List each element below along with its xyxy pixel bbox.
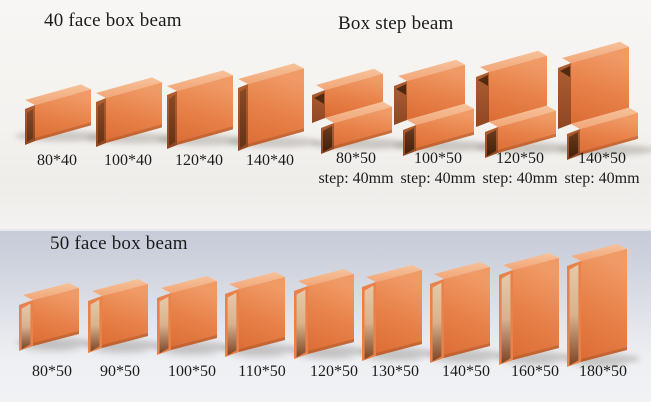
beam-50face-120x50 [291,269,367,362]
beam-40face-140x40 [228,63,320,151]
size-label-face50-180x50: 180*50 [579,362,627,382]
size-label-face40-140x40: 140*40 [246,151,294,171]
beam-size-text: 140*50 [442,363,490,380]
beam-50face-140x50 [427,262,503,366]
beam-40face-80x40 [15,84,107,145]
beam-size-text: 110*50 [238,363,286,380]
size-label-face50-110x50: 110*50 [238,362,285,382]
beam-size-text: 120*50 [495,150,544,167]
beam-size-text: 120*40 [175,152,223,169]
beam-step-text: step: 40mm [482,170,558,187]
size-label-step-80x50: 80*50 step: 40mm [318,149,393,189]
beam-step-120x50 [475,50,575,158]
beam-size-text: 100*50 [168,363,216,380]
beam-size-text: 140*50 [577,150,626,167]
size-label-face40-120x40: 120*40 [175,151,223,171]
size-label-face50-120x50: 120*50 [310,362,358,382]
beam-size-text: 80*50 [335,150,376,167]
beam-size-text: 140*40 [246,152,294,169]
group-title-50-face-box-beam: 50 face box beam [50,233,188,254]
beam-step-140x50 [557,41,651,160]
beam-size-text: 120*50 [310,363,358,380]
size-label-step-100x50: 100*50 step: 40mm [400,149,475,189]
beam-size-text: 90*50 [100,363,140,380]
size-label-face50-130x50: 130*50 [371,362,419,382]
beam-step-text: step: 40mm [564,170,640,187]
beam-size-text: 130*50 [371,363,419,380]
size-label-face50-100x50: 100*50 [168,362,216,382]
size-label-face40-80x40: 80*40 [37,151,77,171]
beam-50face-180x50 [564,244,640,370]
group-title-40-face-box-beam: 40 face box beam [44,10,182,31]
size-label-face50-160x50: 160*50 [511,362,559,382]
size-label-step-120x50: 120*50 step: 40mm [482,149,557,189]
beam-50face-80x50 [16,283,92,354]
beam-50face-130x50 [359,265,435,364]
beam-50face-160x50 [496,253,572,368]
beam-step-text: step: 40mm [400,170,476,187]
beam-size-text: 100*40 [104,152,152,169]
beam-size-text: 160*50 [511,363,559,380]
beam-40face-100x40 [86,77,178,147]
beam-step-text: step: 40mm [318,170,394,187]
size-label-face50-80x50: 80*50 [32,362,72,382]
beam-step-80x50 [311,68,411,154]
size-label-face50-140x50: 140*50 [442,362,490,382]
beam-size-text: 180*50 [579,363,627,380]
beam-40face-120x40 [157,70,249,149]
beam-50face-110x50 [222,272,298,360]
beam-size-text: 100*50 [413,150,462,167]
size-label-face40-100x40: 100*40 [104,151,152,171]
beam-50face-90x50 [85,279,161,356]
beam-size-text: 80*40 [37,152,77,169]
size-label-face50-90x50: 90*50 [100,362,140,382]
beam-step-100x50 [393,59,493,156]
size-label-step-140x50: 140*50 step: 40mm [564,149,639,189]
group-title-box-step-beam: Box step beam [338,13,454,34]
beam-50face-100x50 [154,276,230,358]
beam-size-text: 80*50 [32,363,72,380]
